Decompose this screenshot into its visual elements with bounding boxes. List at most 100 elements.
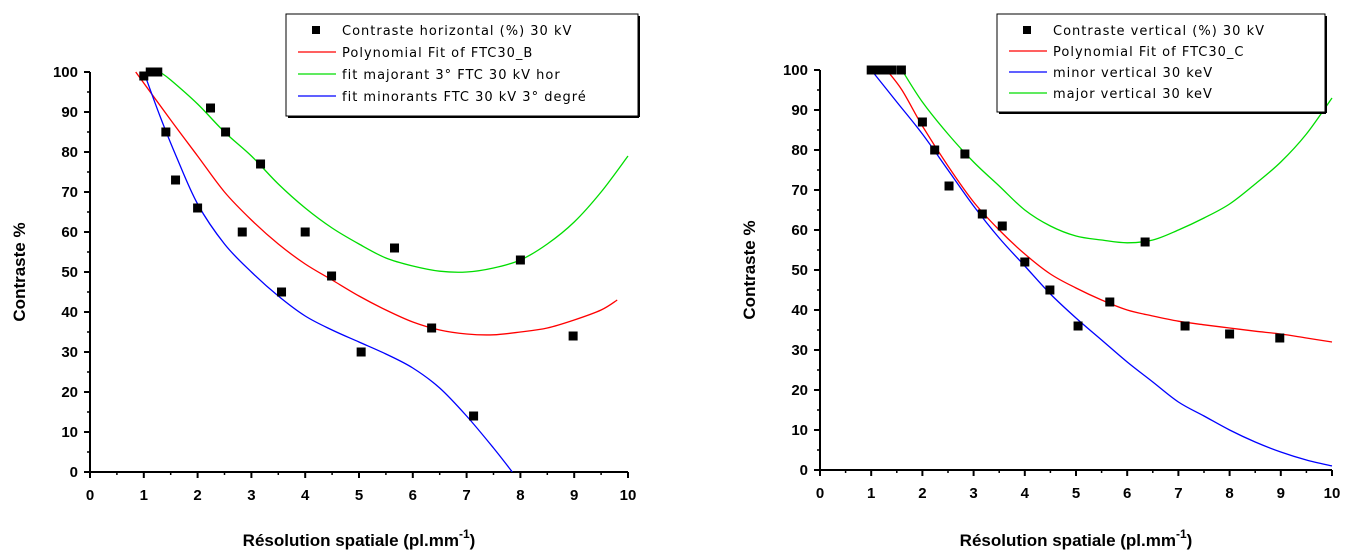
y-tick-label: 50	[791, 262, 808, 279]
legend-label: major vertical 30 keV	[1053, 87, 1213, 102]
data-point	[1275, 333, 1285, 343]
x-tick-label: 2	[918, 485, 926, 502]
y-axis-title: Contraste %	[10, 222, 29, 321]
x-tick-label: 0	[816, 485, 824, 502]
series-line	[870, 69, 1333, 467]
x-tick-label: 1	[867, 485, 875, 502]
x-tick-label: 1	[140, 487, 148, 504]
legend-label: Polynomial Fit of FTC30_C	[1053, 45, 1244, 60]
chart-horizontal-svg: 0 10 20 30 40 50 60 70 80 90 100 0 1 2 3 4 5 6 7 8 9 10 Résolu…	[10, 13, 640, 550]
chart-vertical-svg: 0 10 20 30 40 50 60 70 80 90 100 0 1 2 3 4 5 6 7 8 9 10 Résolu…	[740, 13, 1341, 550]
y-tick-label: 30	[791, 342, 808, 359]
x-tick-label: 10	[1324, 485, 1341, 502]
data-point	[977, 209, 987, 219]
y-tick-label: 70	[61, 184, 78, 201]
x-tick-label: 0	[86, 487, 94, 504]
data-point	[866, 65, 876, 75]
y-tick-label: 10	[791, 422, 808, 439]
data-point	[1140, 237, 1150, 247]
data-point	[161, 127, 171, 137]
legend-label: Contraste horizontal (%) 30 kV	[342, 24, 572, 39]
y-tick-label: 80	[61, 144, 78, 161]
data-point	[896, 65, 906, 75]
y-tick-label: 0	[70, 464, 78, 481]
data-point	[1105, 297, 1115, 307]
data-point	[1073, 321, 1083, 331]
data-point	[930, 145, 940, 155]
data-point	[1180, 321, 1190, 331]
x-tick-label: 7	[462, 487, 470, 504]
data-point	[356, 347, 366, 357]
x-tick-label: 9	[570, 487, 578, 504]
y-tick-label: 50	[61, 264, 78, 281]
x-tick-label: 6	[409, 487, 417, 504]
series-line	[135, 71, 618, 336]
data-point	[880, 65, 890, 75]
x-tick-label: 4	[1021, 485, 1030, 502]
series-line	[901, 69, 1333, 244]
x-tick-label: 2	[193, 487, 201, 504]
data-point	[944, 181, 954, 191]
y-tick-label: 30	[61, 344, 78, 361]
series-line	[143, 71, 513, 472]
legend-label: minor vertical 30 keV	[1053, 66, 1213, 81]
x-tick-label: 3	[969, 485, 977, 502]
y-tick-label: 20	[791, 382, 808, 399]
x-tick-label: 4	[301, 487, 310, 504]
y-tick-label: 0	[800, 462, 808, 479]
y-tick-label: 10	[61, 424, 78, 441]
data-point	[139, 71, 149, 81]
x-tick-label: 8	[1225, 485, 1233, 502]
data-point	[1045, 285, 1055, 295]
x-tick-label: 6	[1123, 485, 1131, 502]
data-point	[469, 411, 479, 421]
data-point	[960, 149, 970, 159]
data-point	[568, 331, 578, 341]
x-tick-label: 10	[620, 487, 637, 504]
legend-box	[996, 13, 1326, 113]
x-axis-title: Résolution spatiale (pl.mm-1)	[960, 527, 1193, 550]
data-point	[390, 243, 400, 253]
x-tick-label: 9	[1277, 485, 1285, 502]
y-tick-label: 60	[791, 222, 808, 239]
legend-label: fit minorants FTC 30 kV 3° degré	[342, 90, 587, 105]
data-point	[917, 117, 927, 127]
y-tick-label: 70	[791, 182, 808, 199]
legend-label: Polynomial Fit of FTC30_B	[342, 46, 533, 61]
x-tick-label: 8	[516, 487, 524, 504]
chart-vertical-contrast: 0 10 20 30 40 50 60 70 80 90 100 0 1 2 3 4 5 6 7 8 9 10 Résolu…	[690, 0, 1370, 554]
x-tick-label: 5	[355, 487, 363, 504]
y-tick-label: 100	[53, 64, 78, 81]
data-point	[327, 271, 337, 281]
data-point	[997, 221, 1007, 231]
data-point	[515, 255, 525, 265]
y-tick-label: 90	[791, 102, 808, 119]
data-point	[256, 159, 266, 169]
data-point	[171, 175, 181, 185]
data-point	[872, 65, 882, 75]
data-point	[1225, 329, 1235, 339]
data-point	[206, 103, 216, 113]
legend-marker	[1023, 26, 1031, 34]
y-tick-label: 40	[791, 302, 808, 319]
series-line	[886, 69, 1333, 343]
data-point	[145, 67, 155, 77]
y-axis-title: Contraste %	[740, 220, 759, 319]
y-tick-label: 40	[61, 304, 78, 321]
legend-label: Contraste vertical (%) 30 kV	[1053, 24, 1265, 39]
y-tick-label: 100	[783, 62, 808, 79]
legend-box	[285, 13, 639, 117]
legend-label: fit majorant 3° FTC 30 kV hor	[342, 68, 561, 83]
x-tick-label: 3	[247, 487, 255, 504]
y-tick-label: 20	[61, 384, 78, 401]
plot-area	[870, 69, 1333, 467]
x-tick-label: 7	[1174, 485, 1182, 502]
plot-area	[135, 71, 629, 472]
data-point	[427, 323, 437, 333]
data-point	[237, 227, 247, 237]
y-tick-label: 90	[61, 104, 78, 121]
y-tick-label: 80	[791, 142, 808, 159]
x-tick-label: 5	[1072, 485, 1080, 502]
data-point	[221, 127, 231, 137]
data-point	[193, 203, 203, 213]
